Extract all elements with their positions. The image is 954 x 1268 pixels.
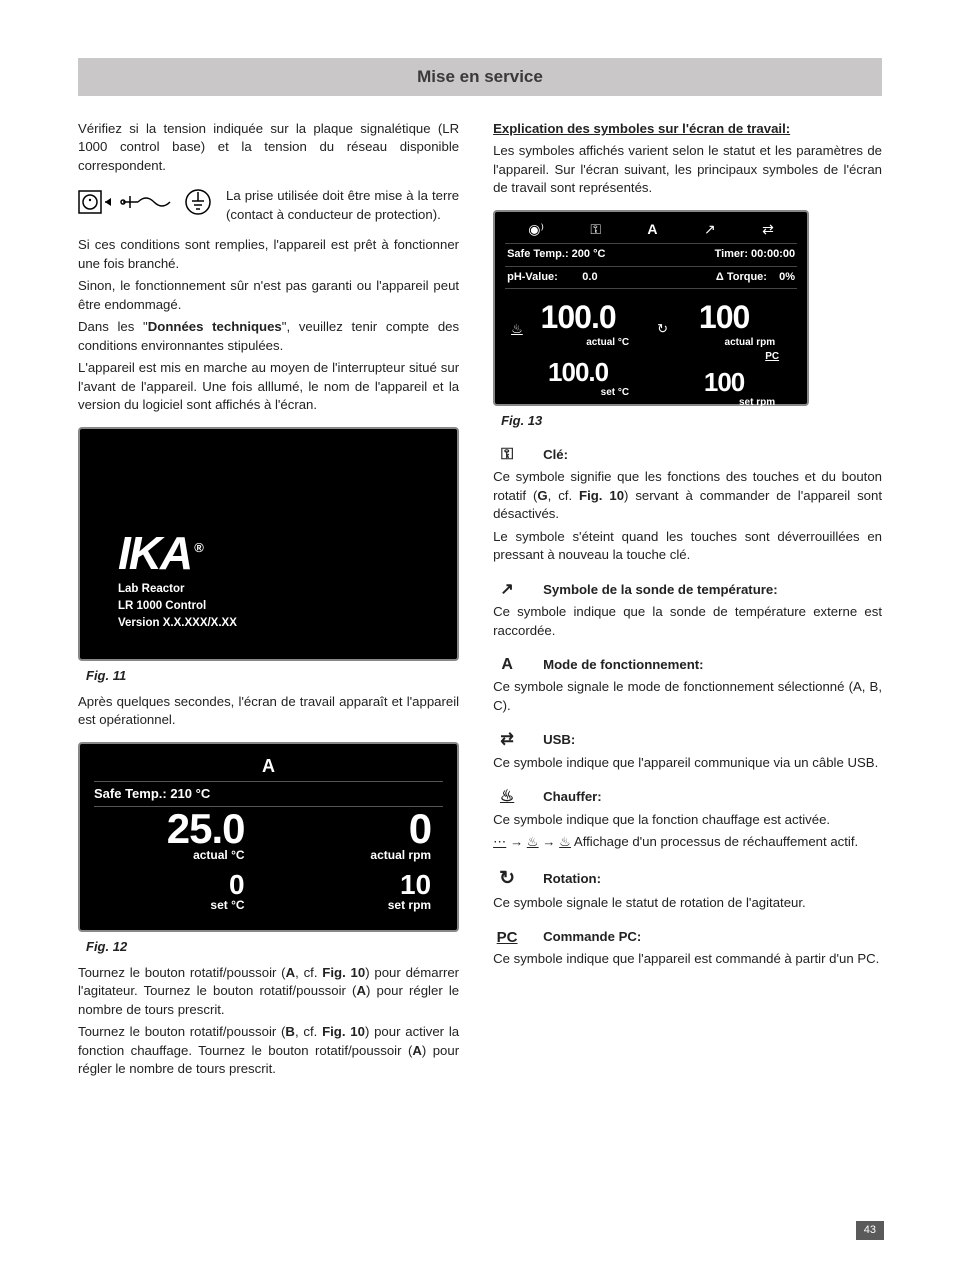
ground-text: La prise utilisée doit être mise à la te… bbox=[226, 187, 459, 224]
working-screen-fig12: A Safe Temp.: 210 °C 25.0 actual °C 0 ac… bbox=[78, 742, 459, 932]
usb-icon: ⇄ bbox=[493, 729, 521, 751]
symbol-key: ⚿ Clé: Ce symbole signifie que les foncti… bbox=[493, 444, 882, 565]
boot-line: LR 1000 Control bbox=[118, 598, 237, 615]
torque: Δ Torque: 0% bbox=[716, 270, 795, 285]
symbol-body: Ce symbole signale le mode de fonctionne… bbox=[493, 678, 882, 715]
usb-icon: ⇄ bbox=[762, 220, 774, 240]
heat-anim-icon: ♨ bbox=[559, 834, 571, 849]
fig-caption-11: Fig. 11 bbox=[86, 667, 459, 685]
symbol-body: Ce symbole indique que la sonde de tempé… bbox=[493, 603, 882, 640]
symbol-title: Mode de fonctionnement: bbox=[543, 656, 703, 674]
actual-rpm-value: 100 bbox=[651, 295, 797, 340]
paragraph: Après quelques secondes, l'écran de trav… bbox=[78, 693, 459, 730]
ground-symbol-row: La prise utilisée doit être mise à la te… bbox=[78, 187, 459, 224]
probe-icon: ↗ bbox=[704, 220, 716, 240]
section-header: Mise en service bbox=[78, 58, 882, 96]
symbol-title: USB: bbox=[543, 731, 575, 749]
paragraph: Les symboles affichés varient selon le s… bbox=[493, 142, 882, 197]
symbol-usb: ⇄ USB: Ce symbole indique que l'appareil … bbox=[493, 729, 882, 772]
actual-c-value: 100.0 bbox=[505, 295, 651, 340]
rotation-icon: ↻ bbox=[493, 866, 521, 893]
key-icon: ⚿ bbox=[493, 444, 521, 466]
ika-logo: IKA® bbox=[118, 521, 204, 585]
actual-rpm-label: actual rpm bbox=[651, 336, 797, 350]
safe-temp: Safe Temp.: 200 °C bbox=[507, 247, 605, 262]
page-number: 43 bbox=[856, 1221, 884, 1240]
set-rpm-value: 100 bbox=[651, 364, 797, 400]
boot-line: Version X.X.XXX/X.XX bbox=[118, 615, 237, 632]
heat-icon: ♨ bbox=[511, 320, 523, 338]
working-screen-fig13: ◉⁾ ⚿ A ↗ ⇄ Safe Temp.: 200 °C Timer: 00:… bbox=[493, 210, 809, 406]
paragraph: Si ces conditions sont remplies, l'appar… bbox=[78, 236, 459, 273]
boot-line: Lab Reactor bbox=[118, 581, 237, 598]
symbol-body: Ce symbole indique que la fonction chauf… bbox=[493, 811, 882, 829]
symbol-mode: A Mode de fonctionnement: Ce symbole sign… bbox=[493, 654, 882, 715]
boot-screen-fig11: IKA® Lab Reactor LR 1000 Control Version… bbox=[78, 427, 459, 661]
rotation-icon: ↻ bbox=[657, 320, 668, 338]
fig-caption-12: Fig. 12 bbox=[86, 938, 459, 956]
symbol-body: Ce symbole signale le statut de rotation… bbox=[493, 894, 882, 912]
probe-icon: ↗ bbox=[493, 579, 521, 601]
paragraph: Tournez le bouton rotatif/poussoir (B, c… bbox=[78, 1023, 459, 1078]
symbol-temp: ↗ Symbole de la sonde de température: Ce … bbox=[493, 579, 882, 640]
explanation-title: Explication des symboles sur l'écran de … bbox=[493, 120, 882, 138]
symbol-body: Ce symbole indique que l'appareil commun… bbox=[493, 754, 882, 772]
actual-c-value: 25.0 bbox=[100, 807, 245, 851]
pc-icon: PC bbox=[493, 927, 521, 948]
paragraph: Dans les "Données techniques", veuillez … bbox=[78, 318, 459, 355]
boot-screen-lines: Lab Reactor LR 1000 Control Version X.X.… bbox=[118, 581, 237, 633]
right-column: Explication des symboles sur l'écran de … bbox=[493, 120, 882, 1083]
symbol-title: Clé: bbox=[543, 446, 568, 464]
heat-icon: ♨ bbox=[493, 786, 521, 808]
actual-rpm-value: 0 bbox=[269, 807, 432, 851]
mode-letter: A bbox=[94, 754, 443, 779]
symbol-rotation: ↻ Rotation: Ce symbole signale le statut … bbox=[493, 866, 882, 913]
symbol-body: ⋯ → ♨ → ♨ Affichage d'un processus de ré… bbox=[493, 833, 882, 851]
symbol-heat: ♨ Chauffer: Ce symbole indique que la fon… bbox=[493, 786, 882, 851]
symbol-title: Chauffer: bbox=[543, 788, 602, 806]
symbol-body: Ce symbole signifie que les fonctions de… bbox=[493, 468, 882, 523]
symbol-body: Le symbole s'éteint quand les touches so… bbox=[493, 528, 882, 565]
key-icon: ⚿ bbox=[590, 220, 601, 240]
symbol-title: Commande PC: bbox=[543, 928, 641, 946]
screen3-iconbar: ◉⁾ ⚿ A ↗ ⇄ bbox=[505, 218, 797, 245]
symbol-title: Rotation: bbox=[543, 870, 601, 888]
paragraph: Vérifiez si la tension indiquée sur la p… bbox=[78, 120, 459, 175]
wifi-icon: ◉⁾ bbox=[528, 220, 544, 240]
fig-caption-13: Fig. 13 bbox=[501, 412, 882, 430]
timer: Timer: 00:00:00 bbox=[715, 247, 796, 262]
mode-letter-icon: A bbox=[493, 654, 521, 676]
content-columns: Vérifiez si la tension indiquée sur la p… bbox=[78, 120, 882, 1083]
symbol-pc: PC Commande PC: Ce symbole indique que l'… bbox=[493, 927, 882, 968]
screen3-info-row2: pH-Value: 0.0 Δ Torque: 0% bbox=[505, 267, 797, 289]
pc-label: PC bbox=[651, 350, 797, 364]
set-rpm-label: set rpm bbox=[269, 897, 432, 914]
actual-rpm-label: actual rpm bbox=[269, 847, 432, 864]
left-column: Vérifiez si la tension indiquée sur la p… bbox=[78, 120, 459, 1083]
ph-value: pH-Value: 0.0 bbox=[507, 270, 597, 285]
heat-anim-icon: ⋯ bbox=[493, 834, 506, 849]
paragraph: Sinon, le fonctionnement sûr n'est pas g… bbox=[78, 277, 459, 314]
mode-letter: A bbox=[647, 220, 657, 240]
symbol-title: Symbole de la sonde de température: bbox=[543, 581, 778, 599]
set-c-label: set °C bbox=[100, 897, 245, 914]
set-c-value: 100.0 bbox=[505, 354, 651, 390]
screen3-info-row: Safe Temp.: 200 °C Timer: 00:00:00 bbox=[505, 244, 797, 266]
paragraph: L'appareil est mis en marche au moyen de… bbox=[78, 359, 459, 414]
paragraph: Tournez le bouton rotatif/poussoir (A, c… bbox=[78, 964, 459, 1019]
safe-temp-row: Safe Temp.: 210 °C bbox=[94, 781, 443, 807]
heat-anim-icon: ♨ bbox=[527, 834, 539, 849]
symbol-body: Ce symbole indique que l'appareil est co… bbox=[493, 950, 882, 968]
ground-icons bbox=[78, 187, 216, 222]
